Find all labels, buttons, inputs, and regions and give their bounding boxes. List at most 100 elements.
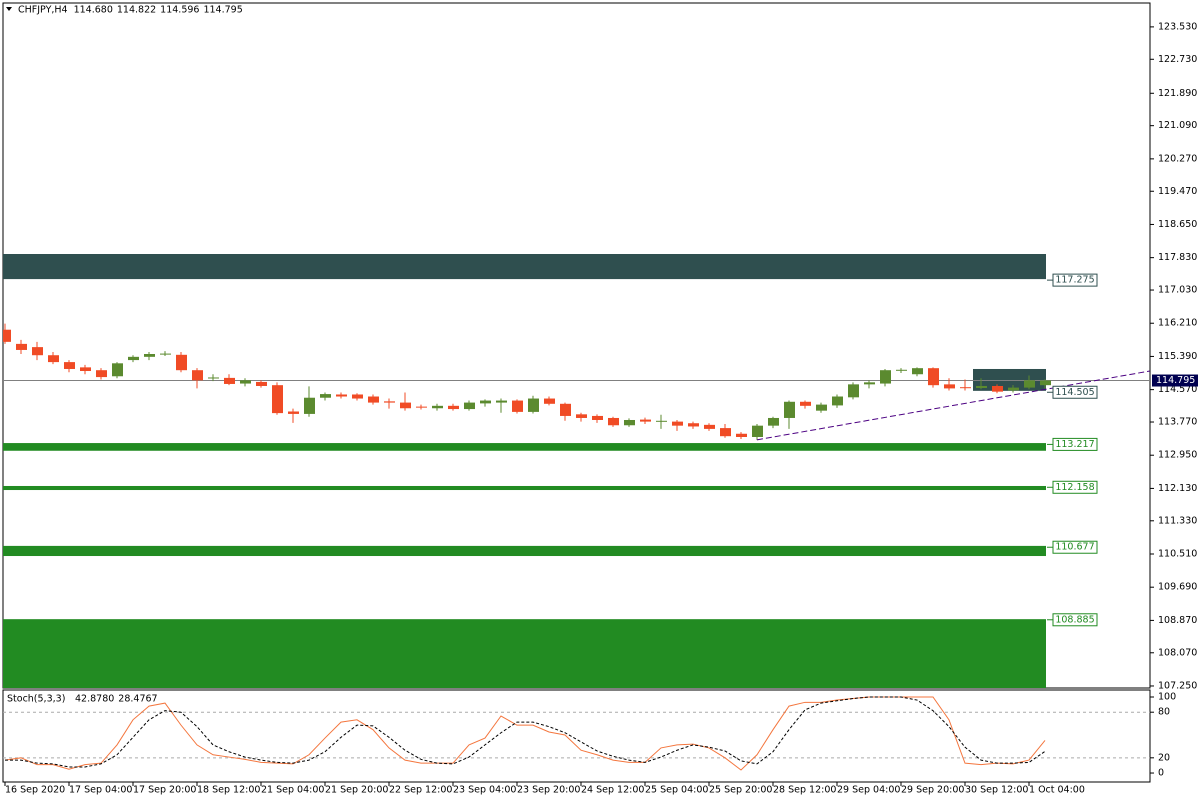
- trendline: [756, 370, 1150, 441]
- y-tick-label: 111.330: [1158, 515, 1197, 526]
- candle-body: [592, 415, 603, 420]
- candle-body: [896, 369, 907, 371]
- candle-body: [496, 400, 507, 403]
- candle-body: [944, 384, 955, 389]
- candle-body: [176, 354, 187, 371]
- stoch-tick-label: 100: [1158, 691, 1176, 702]
- stoch-tick-label: 0: [1158, 768, 1164, 779]
- zone: [3, 254, 1046, 280]
- candle-body: [1008, 387, 1019, 391]
- overlay: CHFJPY,H4 114.680 114.822 114.596 114.795 123…: [4, 5, 1198, 796]
- ohlc-value: 114.596: [160, 5, 199, 16]
- candle-body: [608, 417, 619, 426]
- candle-body: [736, 433, 747, 437]
- candle-body: [784, 401, 795, 418]
- x-tick-label: 18 Sep 12:00: [197, 785, 260, 796]
- candle-body: [928, 368, 939, 386]
- y-tick-label: 123.530: [1158, 21, 1197, 32]
- ohlc-value: 114.795: [203, 5, 242, 16]
- candle-body: [560, 403, 571, 416]
- stoch-value: 28.4767: [118, 694, 157, 705]
- x-tick-label: 30 Sep 12:00: [965, 785, 1028, 796]
- candle-body: [704, 424, 715, 429]
- x-tick-label: 29 Sep 20:00: [901, 785, 964, 796]
- price-tag: [1152, 374, 1198, 387]
- candle-body: [832, 396, 843, 406]
- candle-body: [720, 428, 731, 437]
- candle-body: [16, 343, 27, 350]
- candle-body: [144, 354, 155, 357]
- candle-body: [160, 353, 171, 355]
- zone-label: 113.217: [1055, 439, 1094, 450]
- candle-body: [624, 419, 635, 426]
- candle-body: [880, 370, 891, 384]
- candle-body: [320, 394, 331, 398]
- candle-body: [576, 414, 587, 418]
- stoch-tick-label: 80: [1158, 707, 1170, 718]
- stoch-line: [4, 696, 1046, 771]
- candle-body: [864, 382, 875, 385]
- candle-body: [960, 387, 971, 389]
- x-tick-label: 1 Oct 04:00: [1029, 785, 1085, 796]
- y-tick-label: 117.830: [1158, 252, 1197, 263]
- zone: [3, 443, 1046, 451]
- x-tick-label: 28 Sep 12:00: [773, 785, 836, 796]
- menu-arrow: [6, 7, 12, 11]
- x-tick-label: 17 Sep 20:00: [133, 785, 196, 796]
- candle-body: [752, 425, 763, 437]
- x-tick-label: 23 Sep 04:00: [453, 785, 516, 796]
- candle-body: [32, 347, 43, 356]
- main-plot: [3, 254, 1150, 688]
- x-tick-label: 22 Sep 12:00: [389, 785, 452, 796]
- y-tick-label: 122.730: [1158, 54, 1197, 65]
- zone-label: 110.677: [1055, 542, 1094, 553]
- zone-label: 108.885: [1055, 614, 1094, 625]
- y-tick-label: 108.870: [1158, 615, 1197, 626]
- zone-label: 117.275: [1055, 275, 1094, 286]
- x-tick-label: 29 Sep 04:00: [837, 785, 900, 796]
- candle-body: [384, 401, 395, 403]
- candle-body: [464, 402, 475, 410]
- candle-body: [48, 355, 59, 363]
- candle-body: [80, 367, 91, 372]
- candle-body: [640, 419, 651, 422]
- x-tick-label: 24 Sep 12:00: [581, 785, 644, 796]
- candle-body: [544, 398, 555, 404]
- zone-label-box: [1052, 385, 1098, 399]
- candle-body: [688, 423, 699, 427]
- y-tick-label: 117.030: [1158, 285, 1197, 296]
- candle-body: [240, 380, 251, 384]
- y-tick-label: 115.390: [1158, 351, 1197, 362]
- stoch-title: Stoch(5,3,3): [7, 694, 65, 705]
- x-tick-label: 17 Sep 04:00: [69, 785, 132, 796]
- zone-label: 114.505: [1055, 387, 1094, 398]
- y-tick-label: 112.130: [1158, 483, 1197, 494]
- zone-label-box: [1052, 437, 1098, 451]
- candle-body: [368, 396, 379, 403]
- candle-body: [256, 381, 267, 386]
- candle-body: [1040, 380, 1051, 386]
- candle-body: [208, 377, 219, 379]
- x-tick-label: 23 Sep 20:00: [517, 785, 580, 796]
- stoch-frame: [2, 689, 1151, 783]
- main-frame: [2, 2, 1151, 689]
- candle-body: [1024, 380, 1035, 388]
- stoch-plot: [3, 696, 1150, 771]
- candle-body: [480, 400, 491, 404]
- candle-body: [3, 329, 11, 342]
- x-tick-label: 21 Sep 20:00: [325, 785, 388, 796]
- y-tick-label: 107.250: [1158, 680, 1197, 691]
- x-tick-label: 25 Sep 20:00: [709, 785, 772, 796]
- y-tick-label: 119.470: [1158, 186, 1197, 197]
- candle-body: [992, 385, 1003, 392]
- candle-body: [816, 404, 827, 411]
- candle-body: [416, 406, 427, 408]
- price-tag-label: 114.795: [1156, 375, 1195, 386]
- candle-body: [768, 417, 779, 426]
- candle-body: [800, 401, 811, 406]
- x-tick-label: 16 Sep 2020: [5, 785, 65, 796]
- zone-label-box: [1052, 540, 1098, 554]
- zone-label-box: [1052, 480, 1098, 494]
- candle-body: [432, 405, 443, 409]
- y-tick-label: 120.270: [1158, 153, 1197, 164]
